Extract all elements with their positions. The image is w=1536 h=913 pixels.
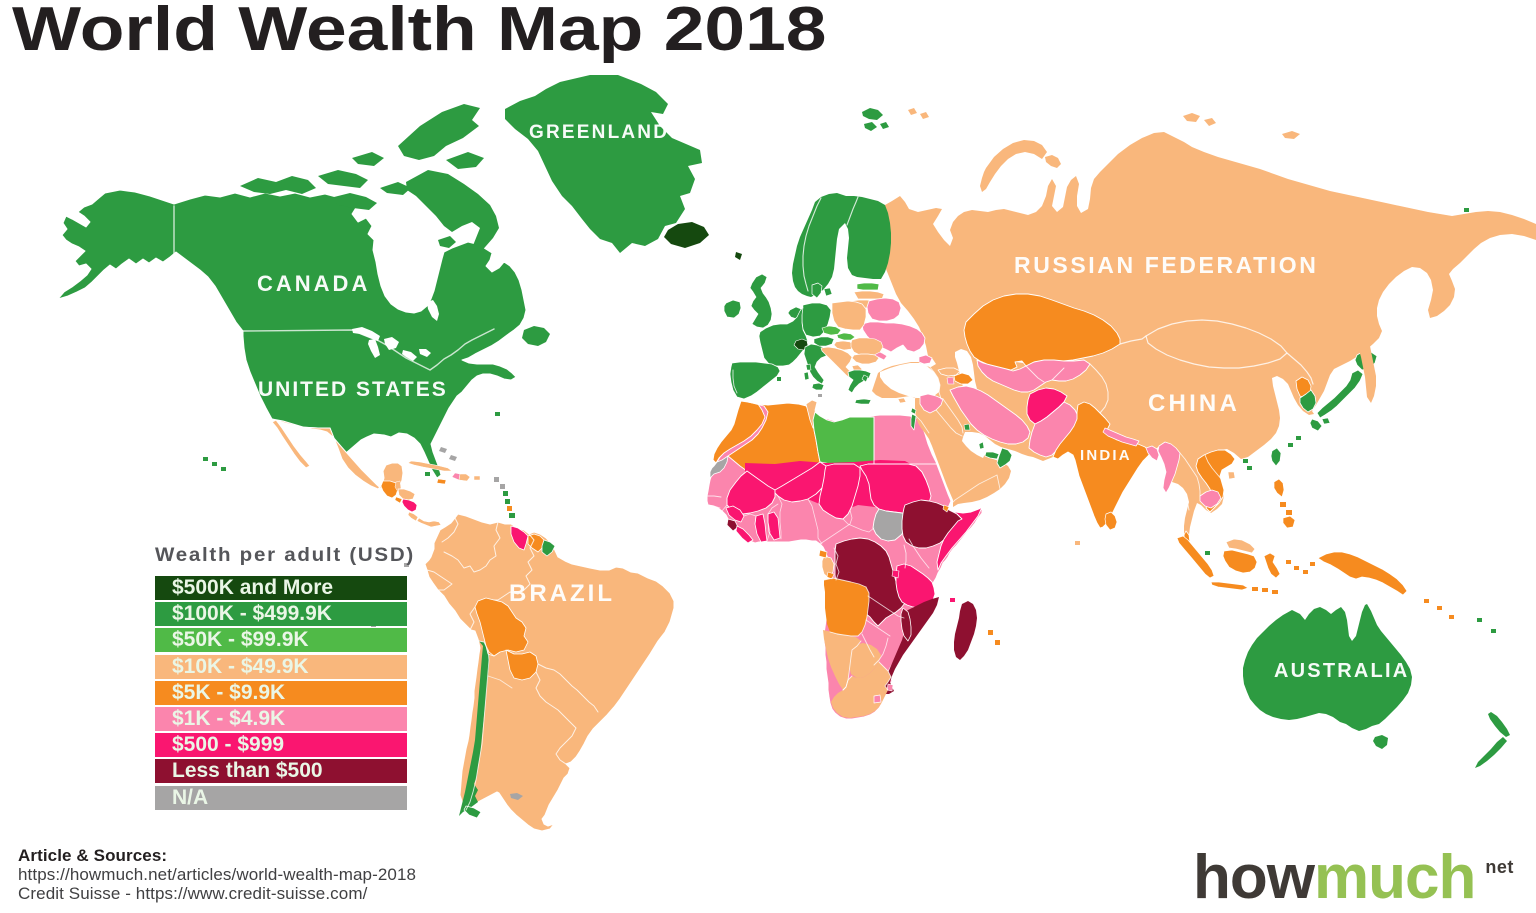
svg-text:CHINA: CHINA	[1148, 390, 1240, 417]
svg-text:AUSTRALIA: AUSTRALIA	[1274, 660, 1409, 682]
svg-text:BRAZIL: BRAZIL	[509, 580, 615, 607]
svg-text:RUSSIAN FEDERATION: RUSSIAN FEDERATION	[1014, 252, 1319, 278]
svg-text:GREENLAND: GREENLAND	[529, 122, 669, 143]
svg-text:UNITED STATES: UNITED STATES	[258, 378, 448, 401]
svg-text:CANADA: CANADA	[257, 271, 370, 296]
svg-text:INDIA: INDIA	[1080, 447, 1132, 464]
